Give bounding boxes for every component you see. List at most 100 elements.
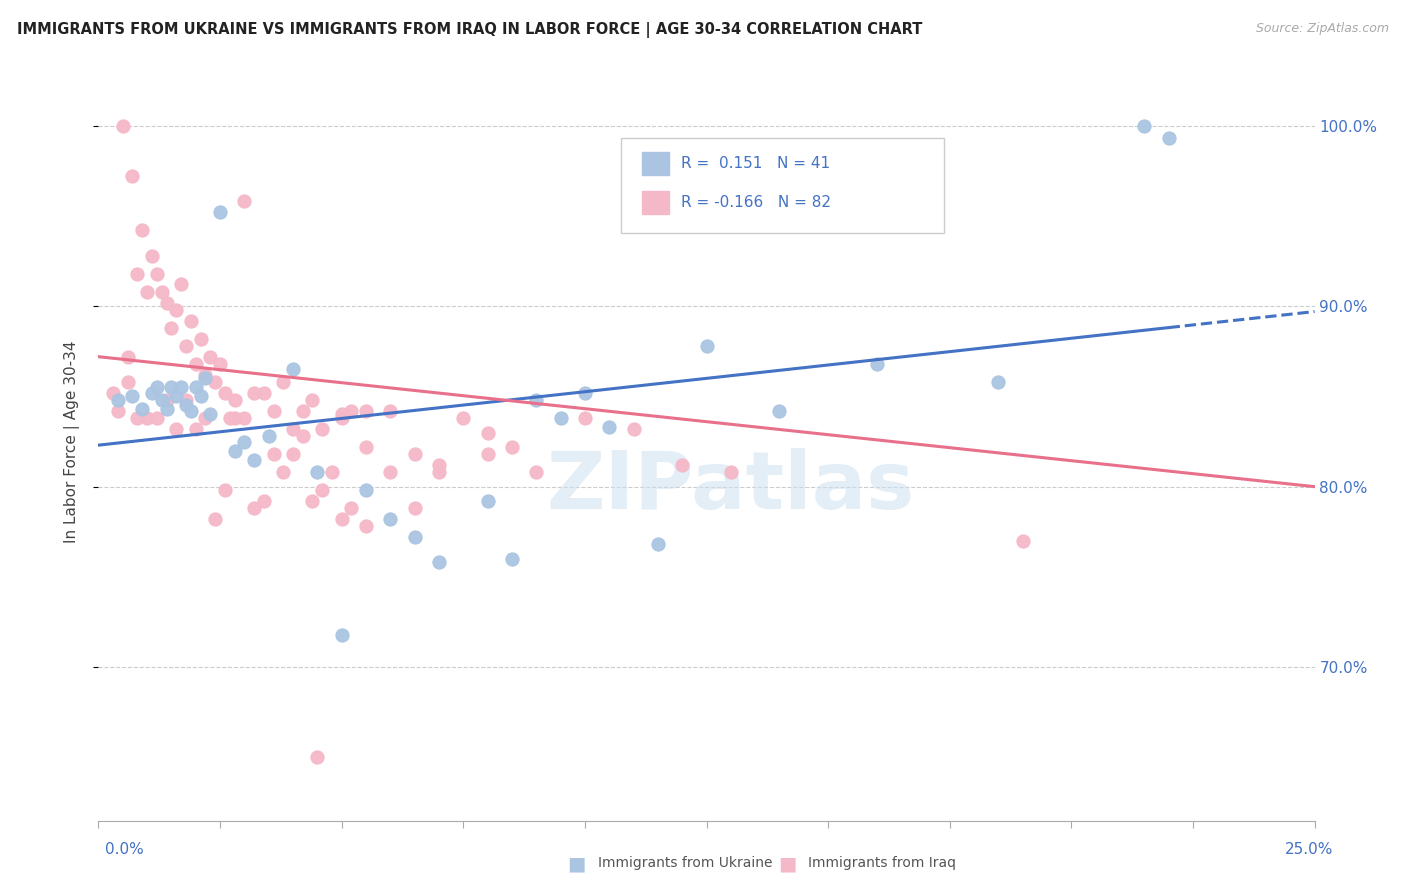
- Point: [146, 380, 169, 394]
- Point: [136, 411, 159, 425]
- Point: [141, 249, 163, 263]
- Point: [354, 483, 377, 498]
- Point: [524, 392, 547, 407]
- Point: [671, 458, 693, 472]
- Point: [141, 385, 163, 400]
- Point: [301, 494, 323, 508]
- Text: R = -0.166   N = 82: R = -0.166 N = 82: [681, 195, 831, 211]
- Point: [184, 380, 207, 394]
- Text: ■: ■: [567, 854, 586, 873]
- Point: [477, 425, 499, 440]
- Point: [623, 422, 645, 436]
- Point: [165, 422, 187, 436]
- Point: [150, 285, 173, 299]
- Point: [101, 385, 124, 400]
- Text: Source: ZipAtlas.com: Source: ZipAtlas.com: [1256, 22, 1389, 36]
- Point: [127, 267, 149, 281]
- Point: [330, 512, 353, 526]
- Point: [204, 375, 226, 389]
- Point: [263, 404, 285, 418]
- Point: [190, 389, 212, 403]
- Point: [354, 519, 377, 533]
- Point: [131, 402, 153, 417]
- Point: [574, 385, 596, 400]
- Point: [281, 447, 304, 461]
- Point: [218, 411, 240, 425]
- Point: [174, 339, 197, 353]
- Point: [243, 385, 266, 400]
- Text: Immigrants from Iraq: Immigrants from Iraq: [808, 856, 956, 871]
- Y-axis label: In Labor Force | Age 30-34: In Labor Force | Age 30-34: [63, 340, 80, 543]
- Point: [404, 447, 426, 461]
- Point: [263, 447, 285, 461]
- Point: [194, 411, 217, 425]
- Point: [209, 205, 232, 219]
- Point: [127, 411, 149, 425]
- Point: [233, 434, 256, 449]
- Point: [243, 501, 266, 516]
- Point: [165, 389, 187, 403]
- Point: [380, 465, 402, 479]
- Point: [501, 440, 523, 454]
- Point: [330, 411, 353, 425]
- Point: [404, 530, 426, 544]
- Point: [107, 404, 129, 418]
- Point: [107, 392, 129, 407]
- Point: [550, 411, 572, 425]
- Point: [170, 277, 193, 292]
- Point: [1157, 131, 1180, 145]
- Point: [180, 404, 202, 418]
- Point: [271, 375, 294, 389]
- Point: [453, 411, 475, 425]
- Point: [184, 422, 207, 436]
- Text: Immigrants from Ukraine: Immigrants from Ukraine: [598, 856, 772, 871]
- Point: [866, 357, 889, 371]
- Bar: [643, 152, 669, 175]
- Point: [404, 501, 426, 516]
- Point: [170, 380, 193, 394]
- Point: [330, 628, 353, 642]
- Point: [200, 408, 222, 422]
- Point: [174, 399, 197, 413]
- Point: [131, 223, 153, 237]
- Point: [214, 483, 236, 498]
- Point: [281, 422, 304, 436]
- Point: [224, 392, 246, 407]
- Point: [194, 371, 217, 385]
- Point: [146, 411, 169, 425]
- Point: [477, 447, 499, 461]
- Point: [253, 385, 276, 400]
- Point: [121, 389, 143, 403]
- Point: [311, 422, 333, 436]
- Point: [253, 494, 276, 508]
- Point: [720, 465, 742, 479]
- Point: [180, 313, 202, 327]
- Point: [194, 368, 217, 382]
- Point: [340, 501, 363, 516]
- Text: ■: ■: [778, 854, 797, 873]
- Point: [214, 385, 236, 400]
- Point: [291, 429, 314, 443]
- Point: [281, 362, 304, 376]
- Point: [987, 375, 1010, 389]
- Point: [184, 357, 207, 371]
- Point: [696, 339, 718, 353]
- Point: [307, 750, 329, 764]
- Point: [150, 392, 173, 407]
- Point: [155, 295, 177, 310]
- Text: ZIPatlas: ZIPatlas: [547, 448, 915, 526]
- Point: [354, 404, 377, 418]
- Point: [209, 357, 232, 371]
- Point: [233, 194, 256, 209]
- Point: [233, 411, 256, 425]
- Point: [146, 267, 169, 281]
- Point: [307, 465, 329, 479]
- Point: [340, 404, 363, 418]
- Point: [427, 458, 450, 472]
- Point: [155, 402, 177, 417]
- Point: [160, 321, 183, 335]
- Text: R =  0.151   N = 41: R = 0.151 N = 41: [681, 156, 830, 170]
- Point: [501, 552, 523, 566]
- Point: [155, 392, 177, 407]
- Text: IMMIGRANTS FROM UKRAINE VS IMMIGRANTS FROM IRAQ IN LABOR FORCE | AGE 30-34 CORRE: IMMIGRANTS FROM UKRAINE VS IMMIGRANTS FR…: [17, 22, 922, 38]
